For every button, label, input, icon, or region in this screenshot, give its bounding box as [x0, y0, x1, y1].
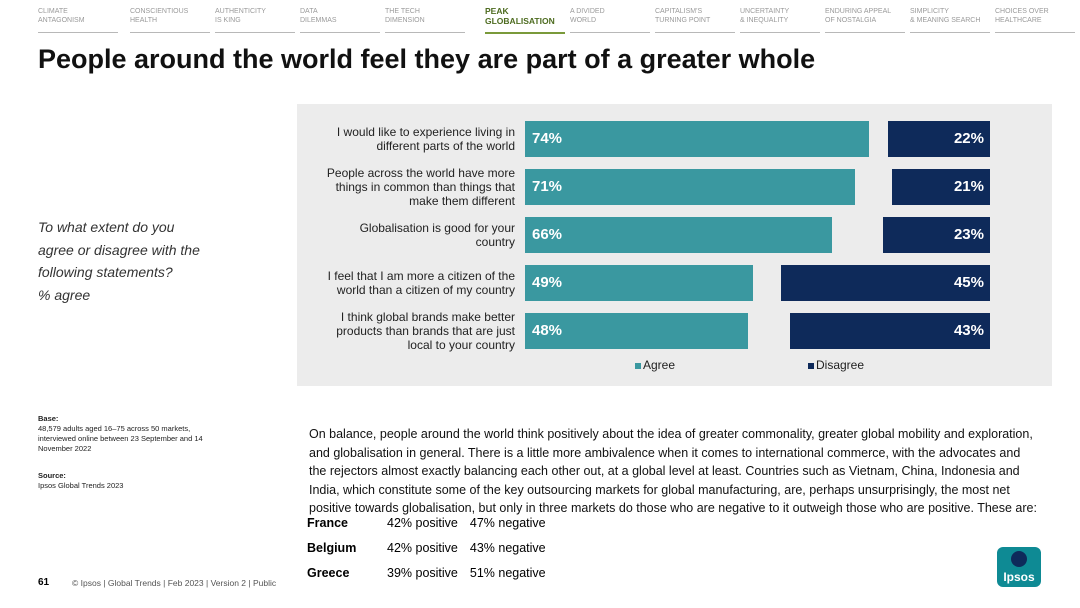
value-label: 71% — [532, 178, 563, 195]
bar — [525, 265, 753, 301]
nav-tab-line: THE TECH — [385, 8, 420, 15]
bar — [780, 265, 990, 301]
bar — [525, 313, 749, 349]
value-label: 49% — [532, 274, 563, 291]
country-row: Greece 39% positive 51% negative — [307, 560, 558, 585]
value-label: 21% — [953, 178, 984, 195]
category-label: People across the world have more things… — [326, 166, 515, 208]
nav-tab-line: HEALTHCARE — [995, 16, 1042, 24]
value-label: 45% — [953, 274, 984, 291]
nav-tab: A DIVIDED WORLD — [570, 8, 650, 33]
footer-text: © Ipsos | Global Trends | Feb 2023 | Ver… — [72, 578, 277, 588]
base-text: 48,579 adults aged 16–75 across 50 marke… — [38, 424, 203, 453]
nav-tab-line: SIMPLICITY — [910, 8, 949, 15]
source-note: Source: Ipsos Global Trends 2023 — [38, 471, 228, 491]
nav-tab-line: DATA — [300, 8, 318, 15]
value-label: 74% — [532, 130, 563, 147]
logo-text: Ipsos — [1003, 570, 1035, 584]
legend-label: Disagree — [816, 358, 865, 372]
bar — [525, 121, 870, 157]
category-label: Globalisation is good for your country — [359, 221, 515, 249]
country-stat: 42% positive — [387, 540, 458, 555]
country-stat: 47% negative — [469, 515, 546, 530]
question-line: following statements? — [38, 264, 173, 280]
country-row: Belgium 42% positive 43% negative — [307, 535, 558, 560]
nav-tab: THE TECH DIMENSION — [385, 8, 465, 33]
country-table: France 42% positive 47% negative Belgium 42%… — [307, 510, 558, 585]
bar — [525, 169, 856, 205]
nav-tab: DATA DILEMMAS — [300, 8, 380, 33]
value-label: 48% — [532, 322, 563, 339]
nav-tab-line: CLIMATE — [38, 8, 68, 15]
country-stat: 39% positive — [387, 565, 458, 580]
bar — [883, 217, 990, 253]
nav-tab-line: PEAK — [485, 6, 509, 16]
legend-swatch — [635, 363, 641, 369]
category-label: I would like to experience living in dif… — [336, 125, 515, 153]
country-stat: 43% negative — [469, 540, 546, 555]
nav-tab-line: A DIVIDED — [570, 8, 605, 15]
country-name: France — [307, 515, 348, 530]
legend-label: Agree — [643, 358, 676, 372]
country-name: Belgium — [307, 540, 357, 555]
source-text: Ipsos Global Trends 2023 — [38, 481, 124, 490]
nav-tab: CONSCIENTIOUS HEALTH — [130, 8, 210, 33]
bar — [892, 169, 990, 205]
value-label: 43% — [953, 322, 984, 339]
slide-title: People around the world feel they are pa… — [38, 44, 816, 74]
category-label: I think global brands make better produc… — [336, 310, 515, 352]
country-name: Greece — [307, 565, 350, 580]
nav-tab-line: GLOBALISATION — [485, 16, 555, 26]
value-label: 66% — [532, 226, 563, 243]
bar — [790, 313, 990, 349]
nav-tab: UNCERTAINTY & INEQUALITY — [740, 8, 820, 33]
nav-tab-line: DIMENSION — [385, 16, 425, 24]
nav-tab: CHOICES OVER HEALTHCARE — [995, 8, 1075, 33]
country-row: France 42% positive 47% negative — [307, 510, 558, 535]
nav-tab: AUTHENTICITY IS KING — [215, 8, 295, 33]
logo-mark — [1011, 551, 1027, 567]
nav-tab: PEAK GLOBALISATION — [485, 6, 565, 34]
country-stat: 51% negative — [469, 565, 546, 580]
base-label: Base: — [38, 414, 59, 423]
question-line: To what extent do you — [38, 219, 175, 235]
logo: Ipsos — [997, 547, 1041, 587]
question-line: agree or disagree with the — [38, 241, 200, 258]
nav-tab-line: WORLD — [570, 16, 597, 24]
nav-tab: SIMPLICITY & MEANING SEARCH — [910, 8, 990, 33]
nav-tab-line: HEALTH — [130, 16, 158, 24]
nav-tab-line: CAPITALISM'S — [655, 8, 703, 15]
nav-tab-line: IS KING — [215, 16, 241, 24]
question-line: % agree — [38, 286, 91, 303]
bar — [887, 121, 990, 157]
nav-tab-line: ANTAGONISM — [38, 16, 85, 24]
nav-tab-line: AUTHENTICITY — [215, 8, 266, 15]
value-label: 22% — [953, 130, 984, 147]
country-stat: 42% positive — [387, 515, 458, 530]
nav-tab: CAPITALISM'S TURNING POINT — [655, 8, 735, 33]
nav-tab-line: & INEQUALITY — [740, 16, 789, 24]
source-label: Source: — [38, 471, 66, 480]
nav-tab-line: CHOICES OVER — [995, 8, 1049, 15]
bar — [525, 217, 832, 253]
nav-tab-line: UNCERTAINTY — [740, 8, 790, 15]
nav-tab-line: DILEMMAS — [300, 16, 337, 24]
base-note: Base: 48,579 adults aged 16–75 across 50… — [38, 414, 228, 454]
page-number: 61 — [38, 577, 50, 588]
legend-swatch — [808, 363, 814, 369]
category-label: I feel that I am more a citizen of the w… — [327, 269, 515, 297]
nav-tab-line: TURNING POINT — [655, 16, 711, 24]
nav-tab-line: ENDURING APPEAL — [825, 8, 892, 15]
body-text: On balance, people around the world thin… — [309, 427, 1037, 515]
nav-tab-line: & MEANING SEARCH — [910, 16, 981, 24]
nav-tab: CLIMATE ANTAGONISM — [38, 8, 118, 33]
nav-tab: ENDURING APPEAL OF NOSTALGIA — [825, 8, 905, 33]
nav-tab-line: OF NOSTALGIA — [825, 16, 877, 24]
nav-tab-line: CONSCIENTIOUS — [130, 8, 189, 15]
value-label: 23% — [953, 226, 984, 243]
question: To what extent do you agree or disagree w… — [38, 216, 200, 306]
